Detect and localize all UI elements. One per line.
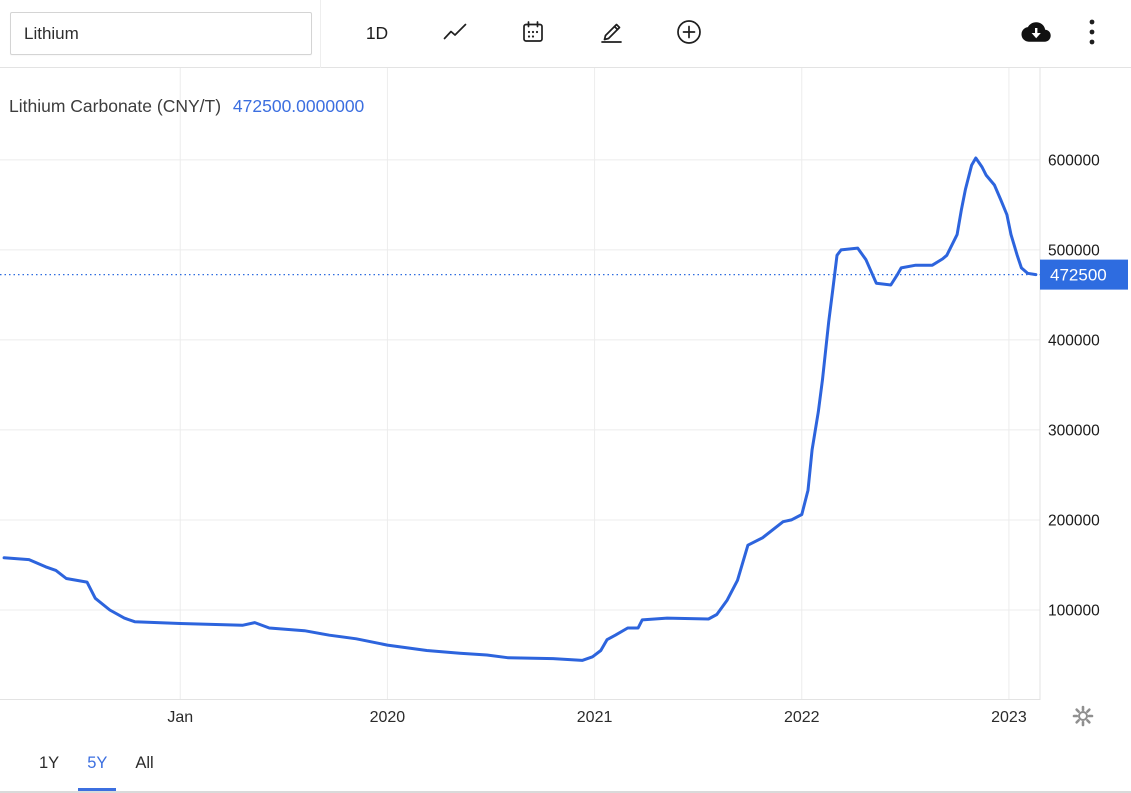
price-tag-label: 472500: [1050, 266, 1107, 285]
gear-icon: [1071, 704, 1095, 731]
x-axis-label: 2023: [991, 709, 1027, 726]
kebab-menu-icon: [1089, 19, 1095, 48]
y-axis-label: 400000: [1048, 332, 1100, 349]
range-button-all[interactable]: All: [126, 736, 162, 791]
range-selector: 1Y 5Y All: [0, 736, 1131, 793]
chart-type-button[interactable]: [433, 12, 477, 56]
menu-button[interactable]: [1071, 12, 1113, 56]
x-axis-label: 2021: [576, 709, 613, 726]
plus-circle-icon: [676, 19, 702, 48]
calendar-button[interactable]: [511, 12, 555, 56]
symbol-search-input[interactable]: [11, 13, 311, 54]
draw-button[interactable]: [589, 12, 633, 56]
x-axis-label: 2020: [369, 709, 406, 726]
series-name: Lithium Carbonate (CNY/T): [9, 96, 222, 116]
y-axis-label: 200000: [1048, 512, 1100, 529]
y-axis-label: 300000: [1048, 422, 1100, 439]
compare-button[interactable]: [667, 12, 711, 56]
settings-button[interactable]: [1068, 702, 1098, 732]
download-button[interactable]: [1015, 12, 1057, 56]
toolbar-divider: [320, 0, 321, 68]
chart-title: Lithium Carbonate (CNY/T) 472500.0000000: [9, 96, 364, 117]
x-axis-label: 2022: [783, 709, 820, 726]
price-chart[interactable]: 100000 200000 300000 400000 500000 600000 4725…: [0, 68, 1131, 700]
symbol-search[interactable]: [10, 12, 312, 55]
x-axis-label: Jan: [167, 709, 194, 726]
pencil-icon: [599, 20, 624, 47]
y-axis-label: 100000: [1048, 602, 1100, 619]
y-axis-label: 600000: [1048, 152, 1100, 169]
cloud-download-icon: [1021, 21, 1051, 46]
price-series-line: [2, 156, 1038, 662]
y-axis-label: 500000: [1048, 242, 1100, 259]
price-tag: [1040, 259, 1128, 290]
x-axis: Jan 2020 2021 2022 2023: [0, 700, 1040, 736]
toolbar-right: [1015, 12, 1113, 56]
trendline-chart-icon: [443, 23, 467, 44]
chart-region[interactable]: 100000 200000 300000 400000 500000 600000 4725…: [0, 68, 1131, 700]
range-button-5y[interactable]: 5Y: [78, 736, 117, 791]
range-button-1y[interactable]: 1Y: [30, 736, 68, 791]
toolbar: 1D: [0, 0, 1131, 68]
interval-button[interactable]: 1D: [355, 12, 399, 56]
series-value: 472500.0000000: [232, 96, 365, 116]
calendar-icon: [521, 20, 545, 47]
